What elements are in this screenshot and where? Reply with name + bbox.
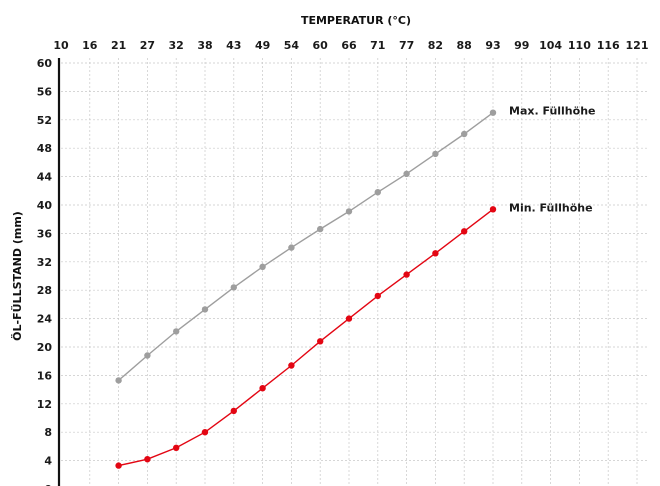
x-tick-label: 16 <box>82 39 98 52</box>
y-axis-title: ÖL-FÜLLSTAND (mm) <box>10 211 24 341</box>
data-point <box>461 130 468 138</box>
x-tick-label: 66 <box>341 39 357 52</box>
y-tick-label: 60 <box>37 57 53 70</box>
data-point <box>345 208 353 215</box>
x-tick-label: 77 <box>399 39 414 52</box>
y-tick-label: 12 <box>37 398 52 411</box>
x-tick-label: 43 <box>226 39 241 52</box>
data-point <box>432 250 439 257</box>
data-point <box>461 228 468 235</box>
x-tick-label: 82 <box>428 39 443 52</box>
data-point <box>374 292 381 300</box>
data-point <box>230 407 237 415</box>
data-point <box>489 109 497 116</box>
x-tick-label: 121 <box>626 39 649 52</box>
x-tick-label: 104 <box>539 39 562 52</box>
data-point <box>115 462 122 469</box>
y-tick-label: 28 <box>37 284 52 297</box>
x-tick-label: 54 <box>284 39 300 52</box>
y-tick-label: 24 <box>37 313 53 326</box>
y-tick-label: 32 <box>37 256 52 269</box>
x-tick-labels: 10 16 21 27 32 38 43 49 54 60 66 71 77 82 88 93 99 104 110… <box>53 39 648 52</box>
y-tick-label: 36 <box>37 227 53 240</box>
x-tick-label: 116 <box>597 39 620 52</box>
data-point <box>144 352 151 359</box>
y-tick-label: 48 <box>37 142 52 155</box>
y-tick-label: 4 <box>44 455 52 468</box>
data-point <box>259 385 266 392</box>
data-point <box>144 456 151 463</box>
x-tick-label: 49 <box>255 39 270 52</box>
x-tick-label: 21 <box>111 39 126 52</box>
data-point <box>489 206 497 213</box>
data-point <box>374 189 381 196</box>
x-axis-title: TEMPERATUR (°C) <box>301 14 411 27</box>
x-tick-label: 99 <box>514 39 529 52</box>
data-point <box>173 328 180 335</box>
data-point <box>317 225 324 233</box>
data-point <box>288 244 295 251</box>
y-tick-labels: 04812162024283236404448525660 <box>37 57 53 486</box>
data-point <box>201 306 209 313</box>
data-point <box>432 150 439 158</box>
data-point <box>115 377 122 384</box>
x-tick-label: 71 <box>370 39 385 52</box>
data-point <box>173 444 180 451</box>
x-tick-label: 10 <box>53 39 69 52</box>
x-tick-label: 110 <box>568 39 591 52</box>
x-tick-label: 88 <box>457 39 472 52</box>
y-tick-label: 0 <box>44 483 52 486</box>
grid <box>61 58 648 486</box>
data-point <box>288 362 295 369</box>
data-point <box>345 315 353 322</box>
data-point <box>259 263 266 270</box>
series-label: Max. Füllhöhe <box>509 105 596 118</box>
data-point <box>201 429 209 436</box>
y-tick-label: 40 <box>37 199 53 212</box>
data-point <box>403 170 410 177</box>
series: Max. Füllhöhe Min. Füllhöhe <box>115 105 596 469</box>
y-tick-label: 44 <box>37 171 53 184</box>
data-point <box>317 338 324 345</box>
series-label: Min. Füllhöhe <box>509 201 593 214</box>
x-tick-label: 27 <box>140 39 155 52</box>
y-tick-label: 56 <box>37 85 53 98</box>
data-point <box>230 284 237 291</box>
series-line <box>118 112 494 381</box>
series-line <box>118 208 494 467</box>
x-tick-label: 32 <box>169 39 184 52</box>
y-tick-label: 16 <box>37 369 53 382</box>
data-point <box>403 271 410 278</box>
x-tick-label: 60 <box>313 39 329 52</box>
y-tick-label: 52 <box>37 114 52 127</box>
x-tick-label: 38 <box>197 39 212 52</box>
y-tick-label: 20 <box>37 341 53 354</box>
x-tick-label: 93 <box>485 39 500 52</box>
y-tick-label: 8 <box>44 426 52 439</box>
